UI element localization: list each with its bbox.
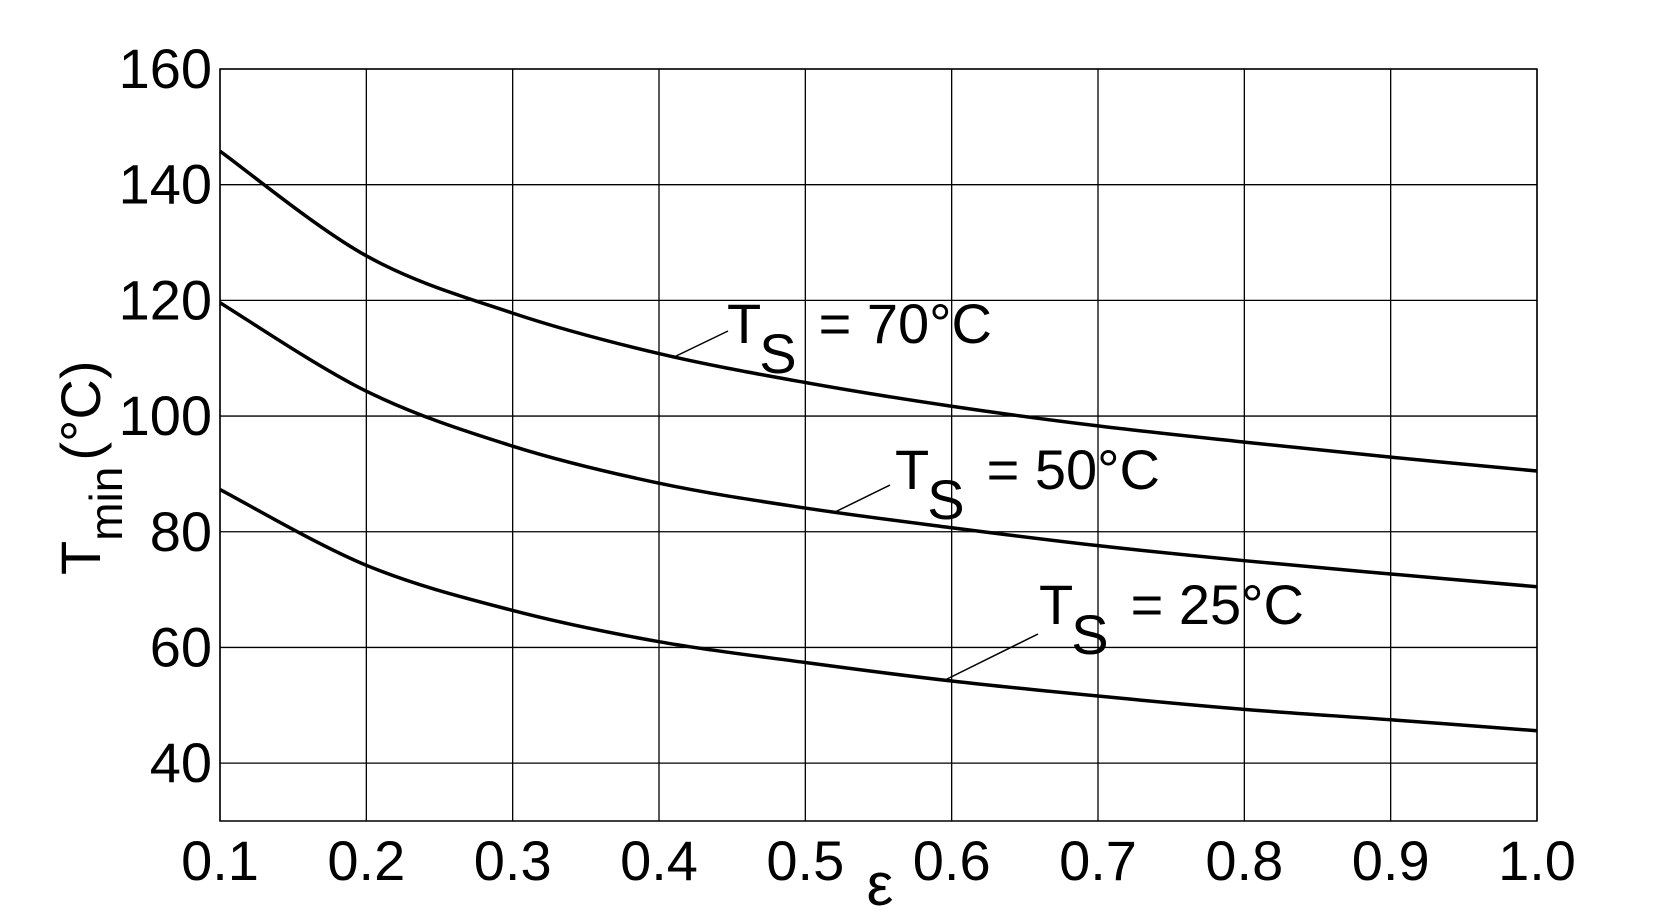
x-tick-label: 0.5: [766, 829, 844, 892]
y-tick-label: 100: [119, 384, 212, 447]
data-line: [218, 149, 1538, 473]
y-axis-label-main: T: [49, 541, 112, 575]
annotation-leader: [942, 633, 1039, 682]
annotation-main: T: [1039, 573, 1073, 636]
annotation-sub: S: [927, 468, 964, 531]
y-tick-label: 60: [150, 615, 212, 678]
y-axis-label-sub: min: [80, 467, 132, 541]
y-tick-label: 40: [150, 731, 212, 794]
y-axis-label-unit: (°C): [49, 361, 112, 461]
y-tick-label: 140: [119, 153, 212, 216]
annotation: TS = 70°C: [727, 292, 992, 385]
y-tick-label: 80: [150, 500, 212, 563]
annotation: TS = 25°C: [1039, 573, 1304, 666]
x-tick-label: 1.0: [1498, 829, 1576, 892]
plot-frame: [219, 68, 1538, 822]
annotation-rest: = 70°C: [819, 292, 992, 355]
x-tick-label: 0.9: [1352, 829, 1430, 892]
annotation-rest: = 25°C: [1131, 573, 1304, 636]
annotation: TS = 50°C: [895, 438, 1160, 531]
data-line: [219, 487, 1538, 733]
x-tick-label: 0.6: [913, 829, 991, 892]
y-tick-label: 120: [119, 268, 212, 331]
annotation-rest: = 50°C: [987, 438, 1160, 501]
y-tick-label: 160: [119, 37, 212, 100]
x-tick-label: 0.3: [474, 829, 552, 892]
x-axis-label: ε: [867, 851, 894, 911]
x-tick-label: 0.2: [327, 829, 405, 892]
annotation-leader: [832, 484, 891, 514]
annotation-sub: S: [1071, 603, 1108, 666]
x-tick-label: 0.7: [1059, 829, 1137, 892]
y-axis-label: Tmin (°C): [49, 361, 132, 575]
x-tick-label: 0.1: [181, 829, 259, 892]
x-tick-label: 0.4: [620, 829, 698, 892]
annotation-main: T: [727, 292, 761, 355]
annotation-main: T: [895, 438, 929, 501]
annotation-leader: [671, 330, 729, 359]
annotation-sub: S: [759, 322, 796, 385]
x-tick-label: 0.8: [1205, 829, 1283, 892]
data-line: [219, 301, 1538, 589]
